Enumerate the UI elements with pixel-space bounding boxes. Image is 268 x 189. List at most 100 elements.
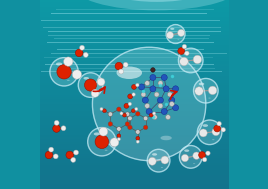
Circle shape [80,45,84,50]
Bar [39,33,229,36]
Circle shape [195,87,203,95]
Circle shape [50,58,78,86]
Bar [39,40,229,43]
Circle shape [132,93,135,96]
Circle shape [128,116,132,121]
Circle shape [83,52,88,57]
Circle shape [45,151,53,159]
Circle shape [193,78,218,103]
Bar [39,132,229,135]
Ellipse shape [177,39,179,40]
Circle shape [145,81,150,86]
Ellipse shape [100,0,213,2]
Circle shape [182,44,187,49]
Circle shape [117,138,120,141]
Circle shape [150,86,156,92]
Bar [39,182,229,184]
Ellipse shape [199,83,204,85]
Circle shape [150,74,156,81]
Bar [39,175,229,177]
Bar [39,5,229,7]
Bar [39,43,229,45]
Circle shape [53,125,60,132]
Bar [39,161,229,163]
Circle shape [139,84,144,90]
Bar [39,9,229,12]
Ellipse shape [83,77,89,80]
Ellipse shape [94,132,100,136]
Bar [48,35,210,36]
Bar [57,49,204,50]
Bar [39,99,229,102]
Bar [41,20,220,21]
Circle shape [166,115,170,120]
Circle shape [161,74,167,81]
Circle shape [178,48,203,73]
Circle shape [193,55,202,64]
Circle shape [169,101,174,106]
Bar [44,64,214,65]
Bar [39,170,229,172]
Bar [39,24,229,26]
Circle shape [128,125,132,130]
Circle shape [145,103,150,108]
Bar [39,109,229,111]
Bar [39,113,229,116]
Bar [39,137,229,139]
Circle shape [173,105,178,111]
Circle shape [163,86,169,92]
Bar [39,104,229,106]
Bar [39,38,229,40]
Bar [39,123,229,125]
Bar [39,149,229,151]
Bar [39,125,229,128]
Circle shape [132,84,136,89]
Circle shape [161,108,167,115]
Bar [39,69,229,71]
Bar [39,158,229,161]
Circle shape [97,78,105,86]
Ellipse shape [67,80,70,81]
Circle shape [120,112,123,115]
Circle shape [100,108,103,111]
Circle shape [128,94,133,99]
Bar [39,0,229,2]
Circle shape [161,156,169,164]
Circle shape [208,86,217,95]
Bar [39,165,229,168]
Bar [43,27,221,28]
Circle shape [136,130,140,134]
Circle shape [64,57,73,66]
Bar [48,31,221,32]
Ellipse shape [184,52,189,55]
Circle shape [71,157,76,162]
Bar [39,144,229,146]
Ellipse shape [161,167,163,168]
Bar [39,180,229,182]
Bar [39,61,229,64]
Circle shape [95,135,109,149]
Circle shape [146,108,152,115]
Bar [39,130,229,132]
Bar [39,135,229,137]
Circle shape [212,128,220,136]
Circle shape [132,109,135,113]
Bar [39,76,229,78]
Circle shape [151,68,155,72]
Bar [39,116,229,118]
Bar [39,85,229,87]
Circle shape [178,29,185,36]
Bar [58,68,215,69]
Bar [39,128,229,130]
Ellipse shape [117,67,142,79]
Bar [39,90,229,92]
Circle shape [88,128,116,156]
Bar [39,168,229,170]
Bar [39,80,229,83]
Circle shape [199,129,207,137]
Bar [43,57,213,58]
Bar [39,172,229,175]
Circle shape [180,57,188,66]
Circle shape [128,102,132,106]
Circle shape [149,113,153,117]
